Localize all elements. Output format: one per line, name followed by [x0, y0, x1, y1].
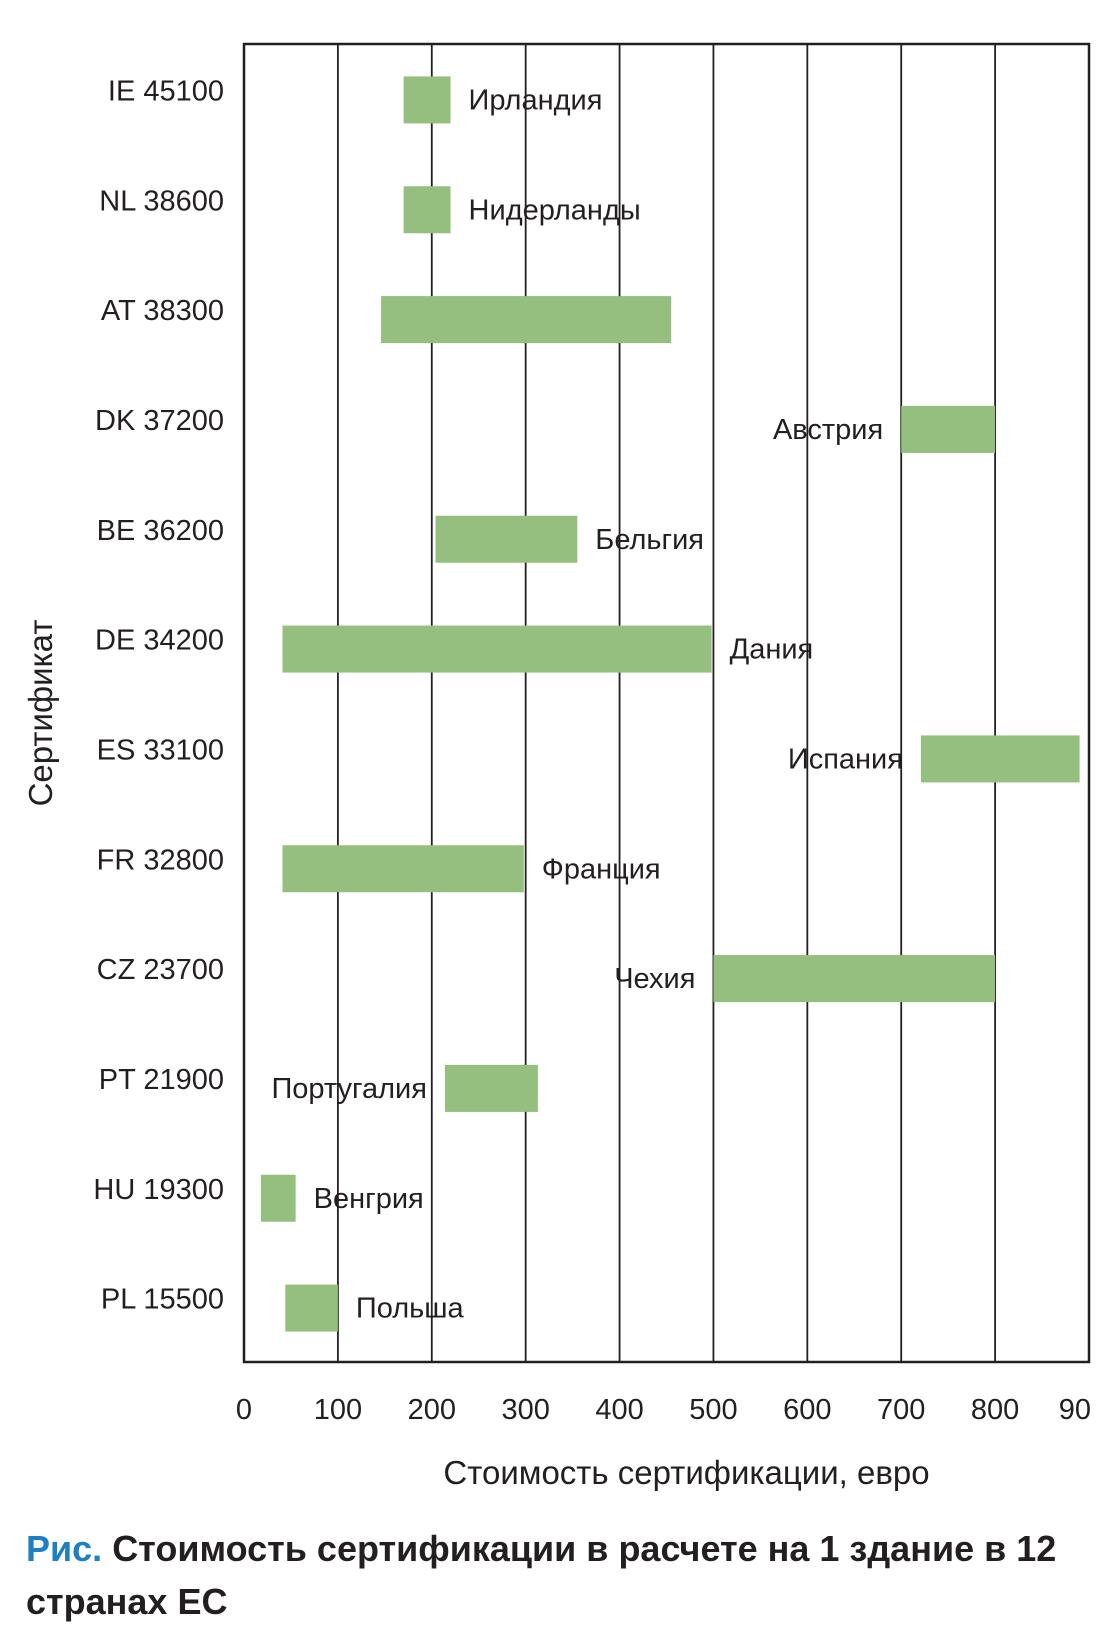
x-tick-label: 90 [1059, 1394, 1091, 1426]
x-tick-label: 600 [783, 1394, 831, 1426]
bar [403, 186, 451, 234]
bar [435, 515, 578, 563]
x-tick-label: 300 [501, 1394, 549, 1426]
category-label: IE 45100 [108, 76, 224, 108]
category-label: PT 21900 [99, 1064, 224, 1096]
category-label: NL 38600 [99, 185, 224, 217]
bar-label: Бельгия [595, 524, 704, 556]
bar-label: Франция [542, 853, 661, 885]
category-label: PL 15500 [101, 1284, 224, 1316]
x-tick-label: 700 [877, 1394, 925, 1426]
bar-label: Португалия [271, 1073, 426, 1105]
category-labels: IE 45100 NL 38600 AT 38300 DK 37200 BE 36200… [93, 76, 224, 1316]
bars [260, 76, 1080, 1332]
bar-label: Австрия [773, 414, 883, 446]
bar-label: Нидерланды [469, 194, 641, 226]
category-label: DE 34200 [95, 625, 224, 657]
category-label: BE 36200 [97, 515, 224, 547]
y-axis-title: Сертификат [22, 620, 59, 807]
bar [282, 845, 524, 893]
bar [901, 405, 996, 453]
figure-caption: Рис. Стоимость сертификации в расчете на… [26, 1522, 1096, 1628]
category-label: CZ 23700 [97, 954, 224, 986]
x-tick-label: 0 [236, 1394, 252, 1426]
x-tick-label: 400 [595, 1394, 643, 1426]
bar-label: Венгрия [314, 1183, 424, 1215]
bar [444, 1064, 538, 1112]
x-tick-labels: 0 100 200 300 400 500 600 700 800 90 [236, 1394, 1091, 1426]
bar [282, 625, 712, 673]
x-tick-label: 200 [408, 1394, 456, 1426]
category-label: DK 37200 [95, 405, 224, 437]
bar-label: Испания [788, 744, 903, 776]
x-tick-label: 500 [689, 1394, 737, 1426]
bar-label: Польша [356, 1293, 465, 1325]
bar-label: Ирландия [469, 85, 603, 117]
category-label: AT 38300 [101, 295, 224, 327]
x-tick-label: 100 [314, 1394, 362, 1426]
gridlines [336, 44, 997, 1362]
bar [713, 955, 996, 1003]
category-label: HU 19300 [93, 1174, 224, 1206]
category-label: ES 33100 [97, 735, 224, 767]
caption-prefix: Рис. [26, 1528, 103, 1569]
bar-label: Чехия [614, 963, 695, 995]
x-axis-title: Стоимость сертификации, евро [443, 1454, 929, 1491]
bar [260, 1174, 296, 1222]
category-label: FR 32800 [97, 844, 224, 876]
bar [920, 735, 1080, 783]
caption-text: Стоимость сертификации в расчете на 1 зд… [26, 1528, 1057, 1622]
plot-frame [242, 42, 1091, 1364]
bar-labels: Ирландия Нидерланды Австрия Бельгия Дания Исп… [271, 85, 902, 1325]
x-tick-label: 800 [971, 1394, 1019, 1426]
bar [403, 76, 451, 124]
bar [285, 1284, 338, 1332]
bar [381, 296, 672, 344]
bar-label: Дания [730, 634, 814, 666]
